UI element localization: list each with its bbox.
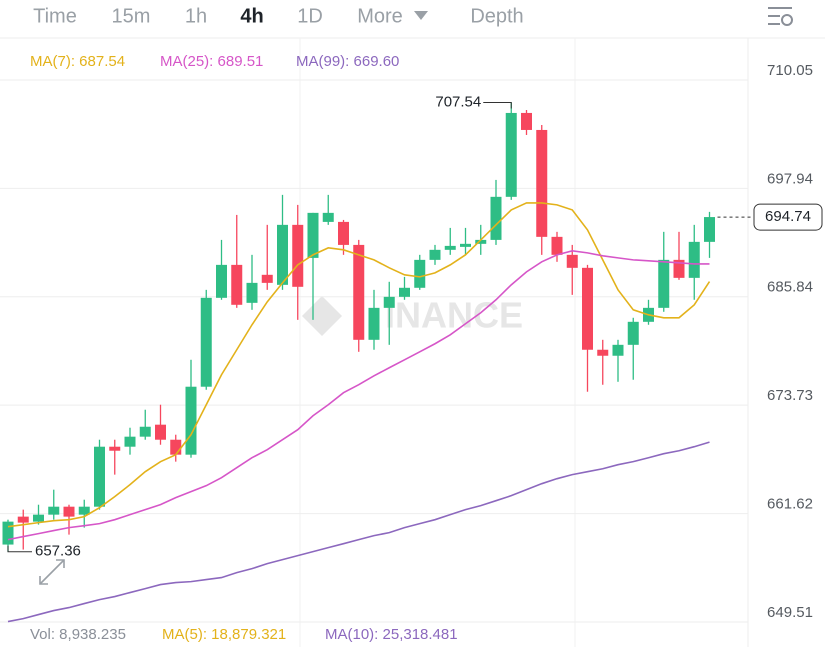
volume-legend: MA(10): 25,318.481 [325,626,458,643]
candle-body [48,506,60,515]
timeframe-tab[interactable]: 15m [112,5,151,27]
candle-body [94,446,105,507]
candle-body [536,129,548,237]
candle-body [155,424,166,440]
y-tick-label: 685.84 [767,279,813,296]
timeframe-tab[interactable]: Depth [470,5,523,27]
high-label: 707.54 [435,93,481,110]
candle-body [307,212,319,258]
candle-body [2,521,14,545]
candle-body [368,307,380,340]
candle-body [505,112,517,197]
settings-icon[interactable] [768,7,793,26]
timeframe-tab[interactable]: 1D [297,5,323,27]
candle-body [673,259,685,278]
candle-body [216,264,227,298]
timeframe-tab[interactable]: More [357,5,403,27]
candle-body [460,243,471,247]
candle-body [353,244,365,340]
watermark-logo [302,296,342,336]
dropdown-caret [414,11,428,20]
candle-body [688,241,700,278]
y-tick-label: 697.94 [767,170,813,187]
candle-body [475,239,487,244]
legend-entry: MA(7): 687.54 [30,53,125,70]
candle-body [109,446,121,451]
candle-body [582,267,593,350]
candle-body [521,112,532,130]
candle-body [658,259,670,308]
candle-body [551,236,563,255]
timeframe-tab[interactable]: 1h [185,5,207,27]
timeframe-tab[interactable]: Time [33,5,77,27]
candle-body [246,282,258,303]
candle-body [17,516,29,523]
watermark: INANCE [385,295,523,336]
high-leader [483,101,512,109]
candle-body [292,224,304,287]
candle-body [597,349,609,356]
expand-icon [39,559,65,585]
ma-line [7,441,710,623]
y-tick-label: 710.05 [767,62,813,79]
timeframe-tab[interactable]: 4h [240,5,263,27]
candle-body [612,344,624,356]
y-tick-label: 661.62 [767,496,813,513]
legend-entry: MA(25): 689.51 [160,53,263,70]
candle-body [414,259,426,288]
low-leader [7,545,32,553]
candle-body [63,506,75,517]
volume-legend: Vol: 8,938.235 [30,626,126,643]
candle-body [627,321,639,345]
candle-body [78,506,90,515]
candle-body [704,217,715,242]
low-label: 657.36 [35,543,81,560]
ma-line [7,202,711,528]
y-tick-label: 673.73 [767,387,813,404]
candle-body [338,221,349,245]
candle-body [124,436,136,447]
candle-body [170,439,182,455]
volume-legend: MA(5): 18,879.321 [162,626,286,643]
candle-body [490,196,502,240]
candle-body [277,224,288,285]
last-price-box [753,203,823,231]
candle-body [429,249,441,260]
legend-entry: MA(99): 669.60 [296,53,399,70]
candle-body [383,296,395,308]
candle-body [139,426,151,437]
candle-body [444,245,456,250]
candle-body [261,274,273,283]
candle-body [33,514,44,522]
candle-body [231,264,243,305]
ma-line [7,250,710,541]
candle-body [185,386,197,455]
last-price-label: 694.74 [765,208,811,225]
candle-body [322,212,334,222]
y-tick-label: 649.51 [767,604,813,621]
candle-body [566,254,578,268]
candle-body [399,287,410,297]
candle-body [200,297,212,387]
